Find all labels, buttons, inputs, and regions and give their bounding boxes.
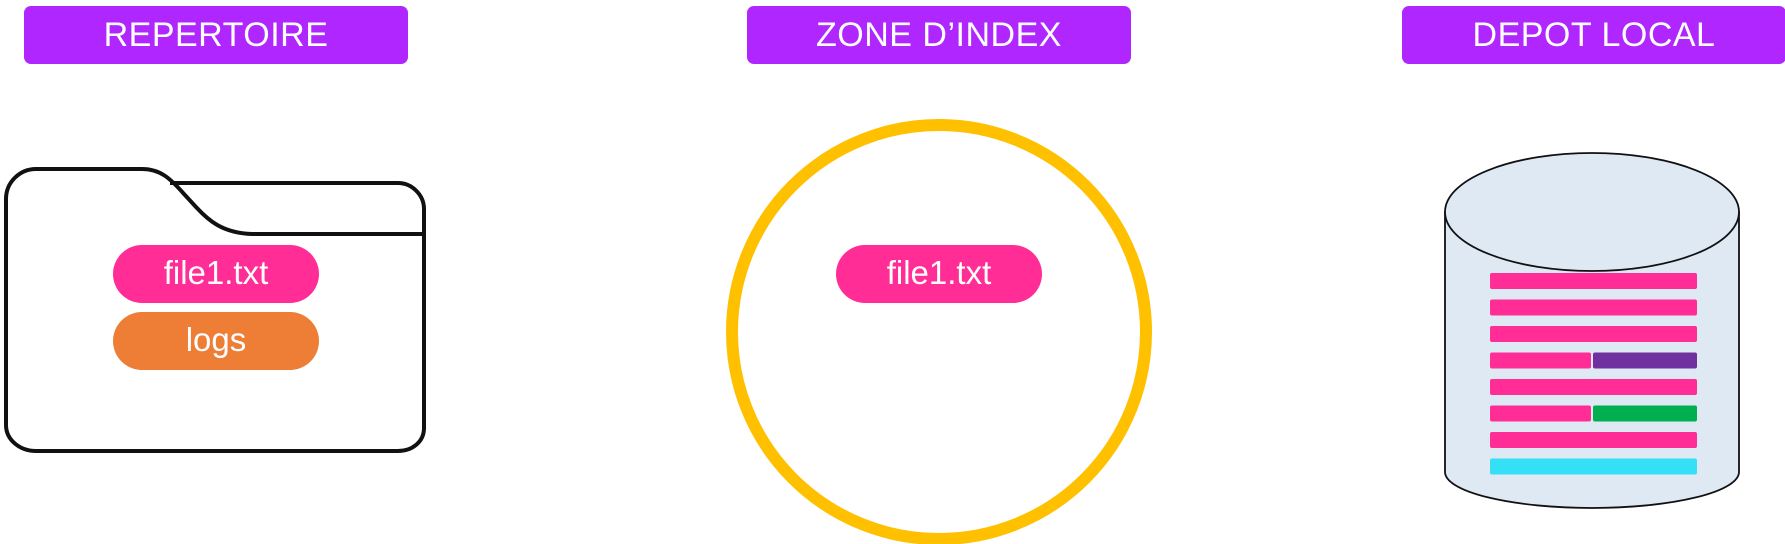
folder-icon bbox=[4, 167, 426, 453]
header-local-repository: DEPOT LOCAL bbox=[1402, 6, 1785, 64]
logs-folder-pill: logs bbox=[113, 312, 319, 370]
commit-bar bbox=[1490, 326, 1697, 342]
working-file-pill: file1.txt bbox=[113, 245, 319, 303]
commit-bar bbox=[1490, 273, 1697, 289]
commit-bar bbox=[1490, 405, 1591, 422]
commit-bar bbox=[1490, 458, 1697, 475]
commit-bar-segment bbox=[1593, 405, 1697, 422]
header-working-directory: REPERTOIRE bbox=[24, 6, 408, 64]
commit-bar bbox=[1490, 352, 1591, 369]
commit-bar bbox=[1490, 432, 1697, 448]
header-staging-index: ZONE D’INDEX bbox=[747, 6, 1131, 64]
commit-bars bbox=[1490, 273, 1697, 475]
index-ring-icon bbox=[726, 119, 1152, 544]
commit-bar bbox=[1490, 299, 1697, 316]
staged-file-pill: file1.txt bbox=[836, 245, 1042, 303]
commit-bar bbox=[1490, 379, 1697, 395]
commit-bar-segment bbox=[1593, 352, 1697, 369]
